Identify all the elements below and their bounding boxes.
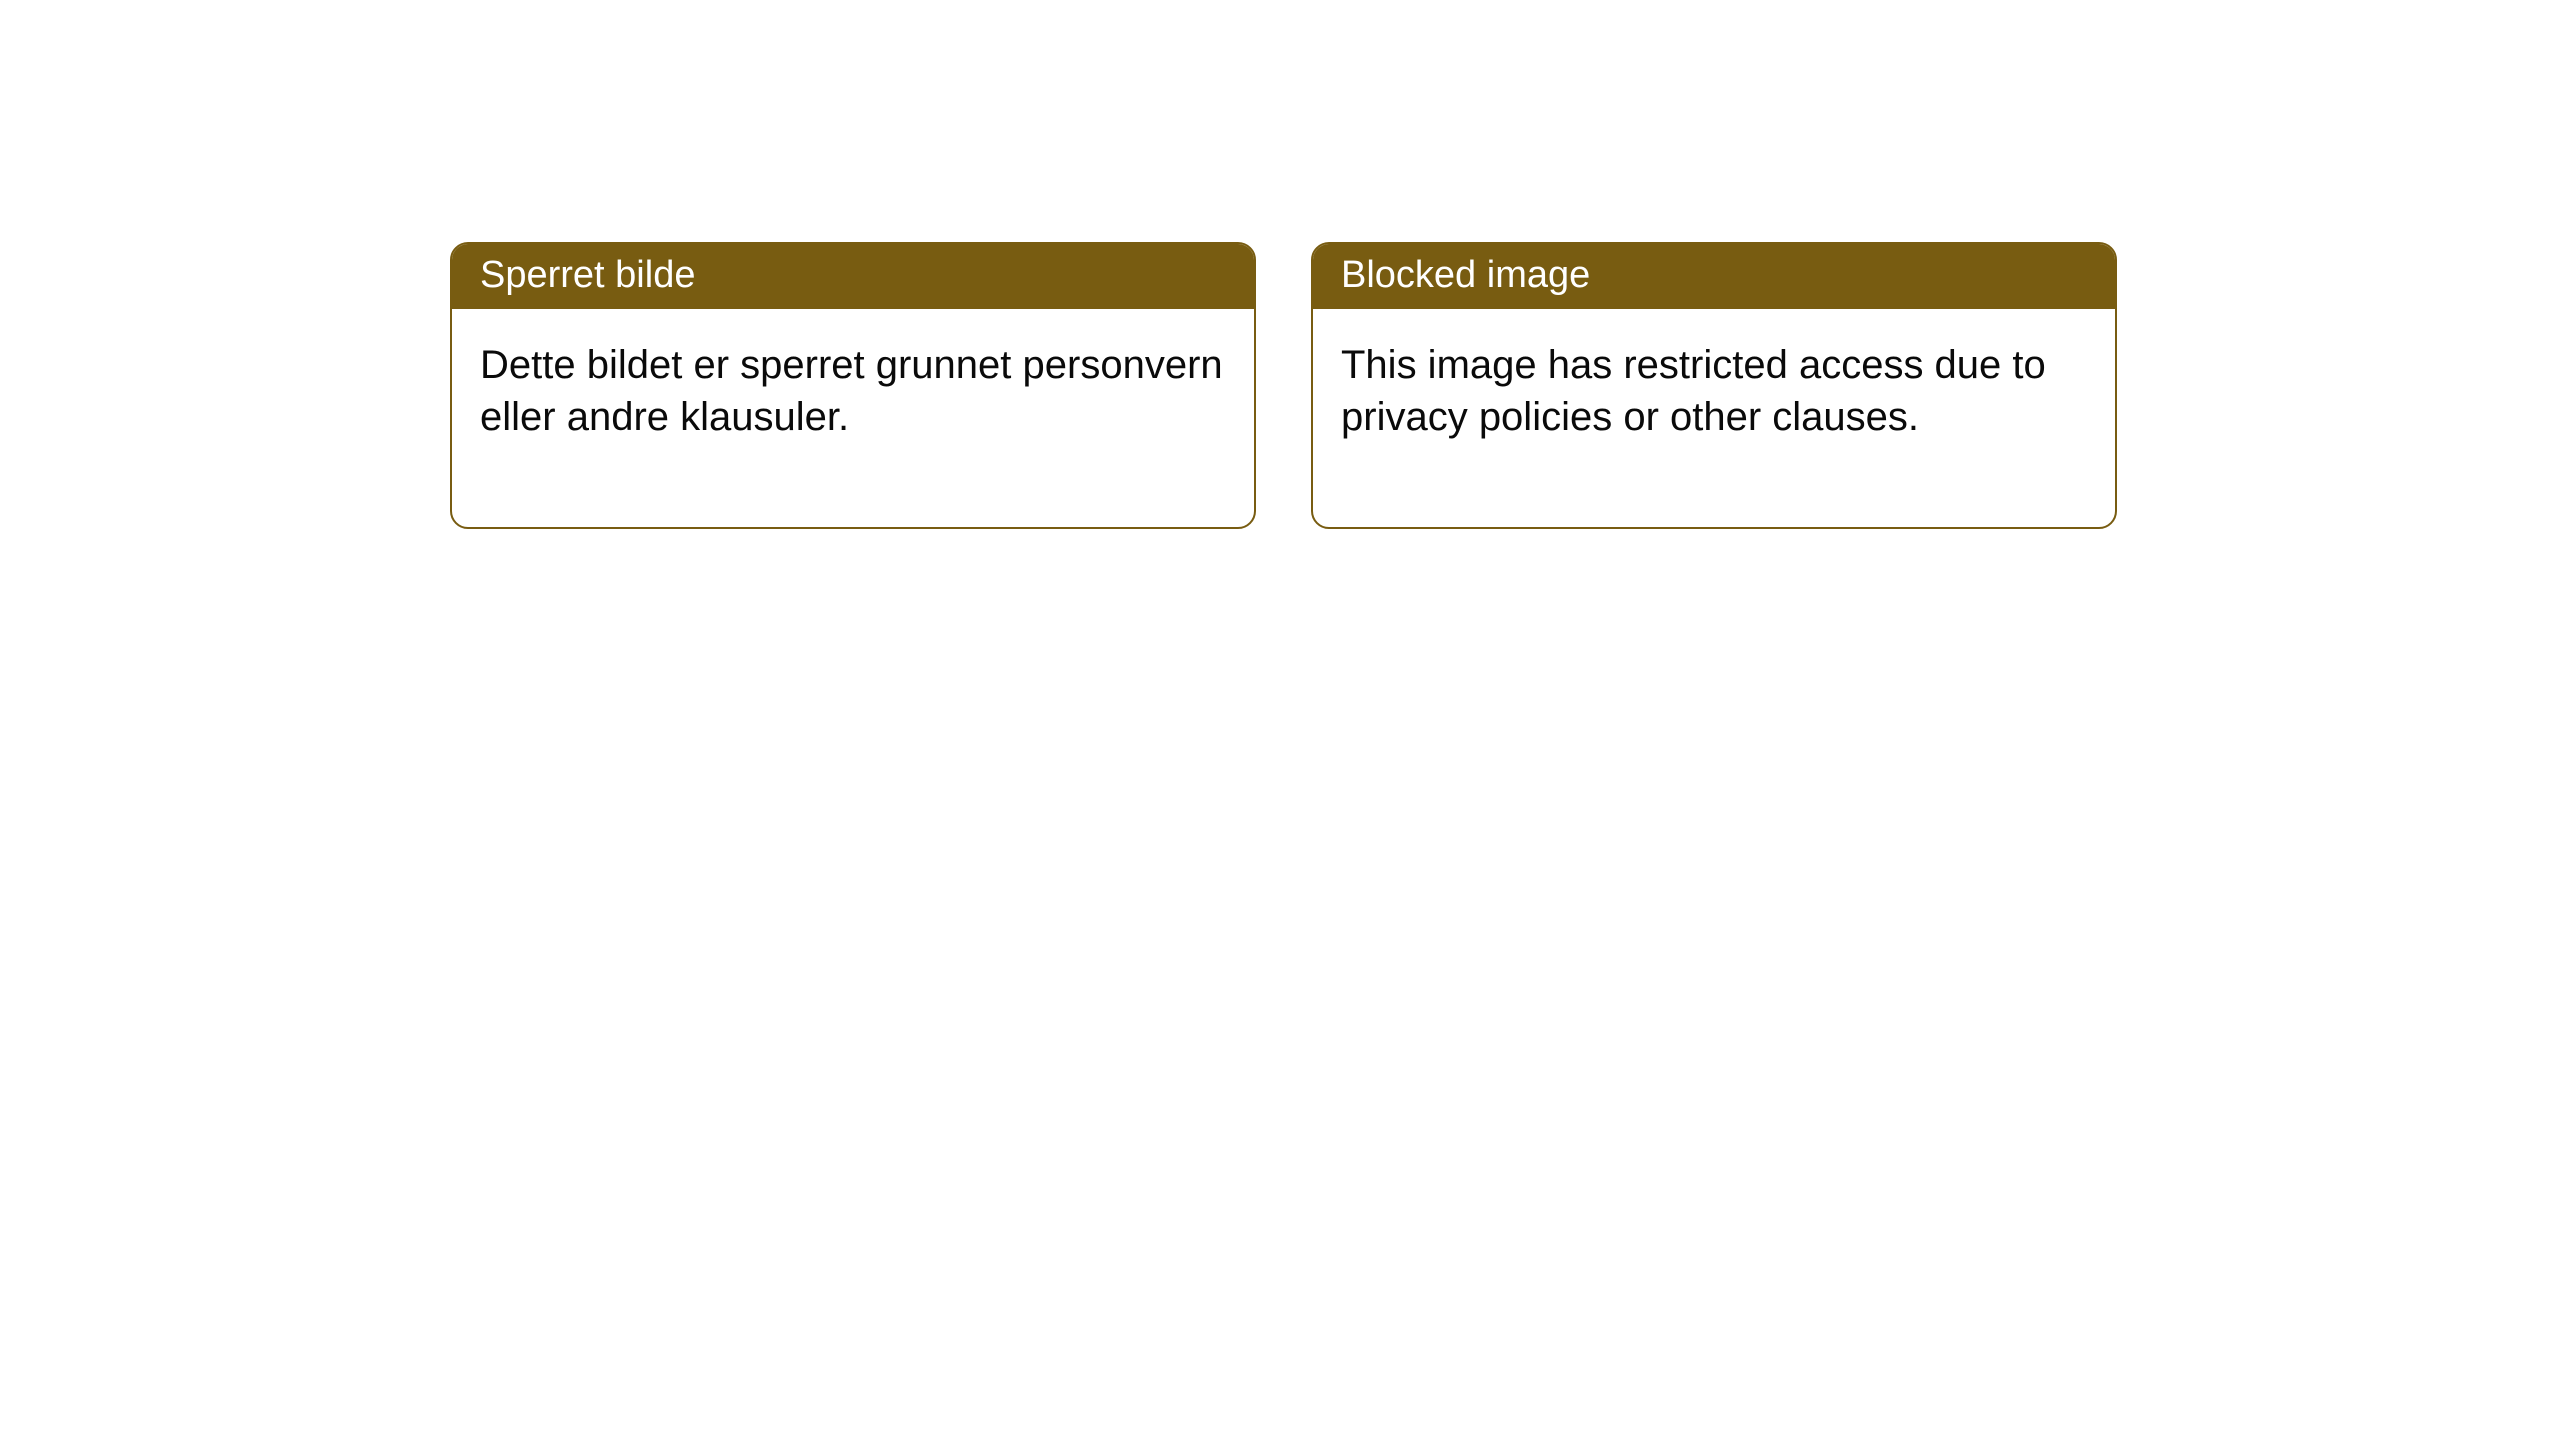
notice-body: This image has restricted access due to …	[1313, 309, 2115, 527]
notice-box-english: Blocked image This image has restricted …	[1311, 242, 2117, 529]
notice-container: Sperret bilde Dette bildet er sperret gr…	[450, 242, 2117, 529]
notice-title: Blocked image	[1313, 244, 2115, 309]
notice-body: Dette bildet er sperret grunnet personve…	[452, 309, 1254, 527]
notice-title: Sperret bilde	[452, 244, 1254, 309]
notice-box-norwegian: Sperret bilde Dette bildet er sperret gr…	[450, 242, 1256, 529]
